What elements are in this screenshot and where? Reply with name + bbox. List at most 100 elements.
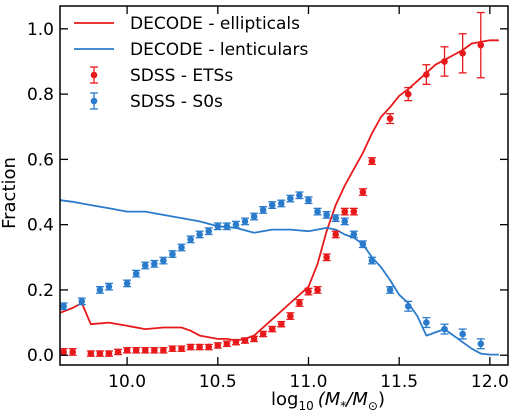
data-point-sdss-etss (314, 286, 321, 294)
data-point-sdss-s0s (196, 231, 203, 238)
data-point-sdss-etss (232, 338, 240, 346)
data-point-sdss-s0s (169, 250, 176, 258)
data-point-sdss-s0s (241, 218, 249, 225)
data-point-sdss-etss (178, 345, 185, 352)
data-point-sdss-s0s (214, 222, 222, 230)
data-point-sdss-s0s (132, 270, 140, 277)
data-point-sdss-etss (368, 157, 376, 165)
data-point-sdss-s0s (332, 214, 339, 222)
data-point-sdss-etss (404, 90, 412, 98)
data-point-sdss-s0s (314, 208, 321, 215)
legend-marker-sdss-etss (90, 71, 98, 79)
data-point-sdss-etss (105, 350, 113, 357)
data-point-sdss-etss (250, 335, 258, 343)
y-axis-label: Fraction (0, 157, 20, 229)
data-point-sdss-etss (214, 342, 222, 349)
y-tick-label: 0.6 (27, 150, 54, 170)
data-point-sdss-etss (205, 343, 213, 351)
data-point-sdss-etss (350, 208, 358, 215)
data-point-sdss-s0s (287, 195, 294, 202)
data-point-sdss-s0s (232, 221, 240, 228)
legend-label-decode-lenticulars: DECODE - lenticulars (130, 40, 308, 60)
data-point-sdss-etss (323, 253, 330, 261)
data-point-sdss-s0s (268, 201, 276, 209)
y-tick-label: 0.0 (27, 346, 54, 366)
data-point-sdss-etss (241, 337, 249, 344)
data-point-sdss-etss (187, 343, 194, 351)
data-point-sdss-s0s (359, 240, 367, 248)
data-point-sdss-s0s (386, 286, 394, 294)
legend-label-sdss-etss: SDSS - ETSs (130, 66, 233, 86)
data-point-sdss-s0s (441, 325, 448, 333)
data-point-sdss-s0s (277, 200, 285, 207)
legend-label-decode-ellipticals: DECODE - ellipticals (130, 14, 300, 34)
data-point-sdss-etss (341, 208, 349, 215)
data-point-sdss-etss (114, 348, 122, 356)
data-point-sdss-s0s (160, 257, 167, 264)
data-point-sdss-etss (305, 288, 312, 295)
data-point-sdss-etss (123, 347, 131, 354)
data-point-sdss-s0s (187, 236, 194, 243)
data-point-sdss-etss (223, 340, 231, 348)
data-point-sdss-s0s (96, 286, 104, 294)
series-line-decode-ellipticals (60, 39, 499, 342)
data-point-sdss-etss (151, 347, 158, 354)
data-point-sdss-etss (259, 330, 267, 338)
data-point-sdss-etss (169, 345, 176, 352)
data-point-sdss-s0s (305, 196, 312, 204)
data-point-sdss-s0s (141, 262, 149, 269)
data-point-sdss-s0s (296, 191, 303, 199)
data-point-sdss-etss (160, 347, 167, 354)
data-point-sdss-etss (132, 347, 140, 354)
data-point-sdss-etss (141, 347, 149, 354)
data-point-sdss-s0s (250, 213, 258, 220)
y-tick-label: 0.4 (27, 216, 54, 236)
data-point-sdss-s0s (459, 330, 466, 338)
data-point-sdss-s0s (259, 206, 267, 214)
data-point-sdss-etss (332, 231, 339, 238)
data-point-sdss-s0s (404, 302, 412, 310)
legend-marker-sdss-s0s (90, 97, 98, 105)
data-point-sdss-s0s (60, 302, 67, 310)
data-point-sdss-etss (441, 58, 448, 65)
data-point-sdss-s0s (423, 319, 430, 326)
data-point-sdss-etss (277, 320, 285, 328)
data-point-sdss-etss (96, 350, 104, 357)
data-point-sdss-etss (268, 325, 276, 333)
data-point-sdss-etss (477, 41, 485, 49)
data-point-sdss-etss (459, 50, 466, 57)
x-tick-label: 11.5 (380, 372, 418, 392)
x-tick-label: 11.0 (290, 372, 328, 392)
data-point-sdss-etss (296, 299, 303, 307)
legend-label-sdss-s0s: SDSS - S0s (130, 92, 223, 112)
x-axis-label: log10 (M*/M⊙) (271, 389, 385, 413)
data-point-sdss-etss (196, 343, 203, 351)
series-layer (60, 11, 499, 357)
series-line-decode-lenticulars (60, 199, 499, 356)
data-point-sdss-s0s (341, 218, 349, 225)
data-point-sdss-etss (60, 348, 67, 356)
data-point-sdss-s0s (223, 222, 231, 230)
x-tick-label: 12.0 (471, 372, 509, 392)
y-tick-label: 0.8 (27, 85, 54, 105)
data-point-sdss-etss (359, 188, 367, 196)
data-point-sdss-s0s (350, 231, 358, 238)
data-point-sdss-s0s (105, 283, 113, 290)
legend: DECODE - ellipticals DECODE - lenticulars… (74, 14, 308, 112)
axes-frame (59, 5, 509, 366)
data-point-sdss-s0s (123, 280, 131, 287)
data-point-sdss-etss (287, 312, 294, 320)
y-tick-label: 0.2 (27, 281, 54, 301)
data-point-sdss-s0s (477, 340, 485, 348)
x-tick-label: 10.0 (108, 372, 146, 392)
data-point-sdss-s0s (323, 211, 330, 219)
data-point-sdss-etss (69, 348, 76, 356)
y-tick-label: 1.0 (27, 20, 54, 40)
data-point-sdss-s0s (368, 257, 376, 264)
axis-ticks: 10.0 10.5 11.0 11.5 12.0 0.0 0.2 0.4 0.6 0.8 1.0 (27, 6, 509, 392)
data-point-sdss-etss (386, 115, 394, 122)
x-tick-label: 10.5 (199, 372, 237, 392)
data-point-sdss-s0s (205, 227, 213, 235)
data-point-sdss-etss (423, 71, 430, 78)
